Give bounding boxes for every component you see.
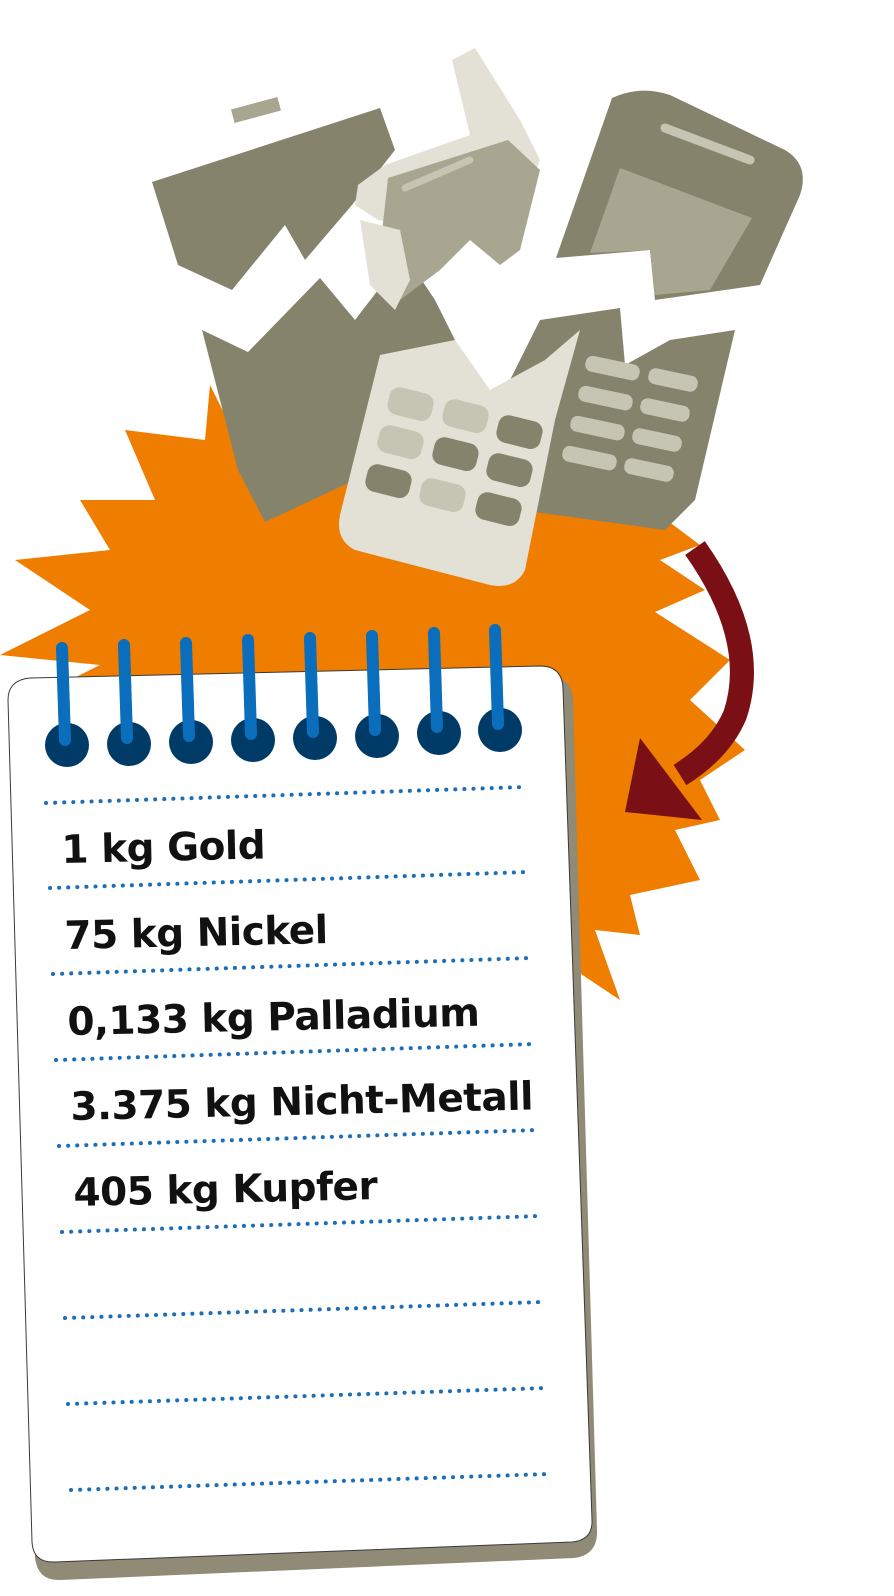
notepad-spiral — [45, 624, 522, 767]
notepad-item-palladium: 0,133 kg Palladium — [66, 990, 480, 1045]
notepad-item-nickel: 75 kg Nickel — [63, 908, 329, 959]
spiral-notepad — [7, 624, 598, 1581]
notepad-item-copper: 405 kg Kupfer — [72, 1164, 378, 1216]
notepad-item-gold: 1 kg Gold — [60, 823, 266, 873]
broken-flip-phone — [355, 48, 540, 310]
notepad-dotted-lines — [44, 785, 551, 1492]
curved-arrow-icon — [625, 541, 754, 820]
broken-keypad-phone — [339, 330, 580, 586]
